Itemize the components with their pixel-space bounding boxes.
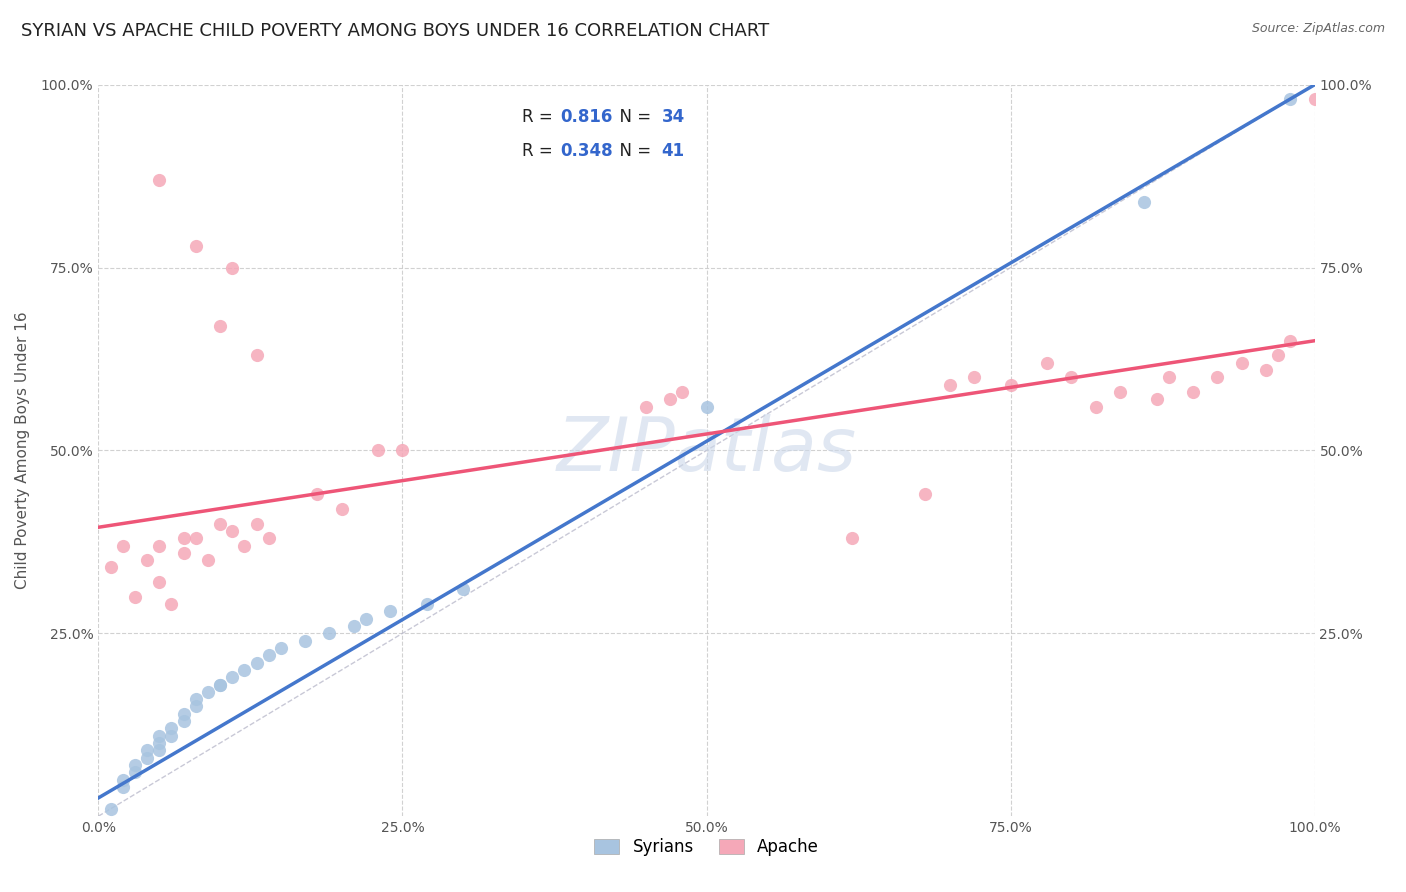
Point xyxy=(257,531,280,545)
Point xyxy=(209,319,232,334)
Point xyxy=(245,348,267,362)
Point xyxy=(124,758,146,772)
Point xyxy=(209,677,232,691)
Point xyxy=(1182,384,1205,399)
Point xyxy=(1036,356,1059,370)
Point xyxy=(245,656,267,670)
Point xyxy=(233,539,256,553)
Point xyxy=(380,604,402,618)
Point xyxy=(939,377,962,392)
Point xyxy=(148,743,170,757)
Point xyxy=(245,516,267,531)
Point xyxy=(453,582,475,597)
Point xyxy=(914,487,936,501)
Point xyxy=(1000,377,1022,392)
Text: Source: ZipAtlas.com: Source: ZipAtlas.com xyxy=(1251,22,1385,36)
Point xyxy=(124,590,146,604)
Point xyxy=(367,443,389,458)
Text: 0.348: 0.348 xyxy=(561,142,613,160)
Point xyxy=(671,384,693,399)
Point xyxy=(307,487,329,501)
Point xyxy=(184,531,207,545)
Point xyxy=(354,612,377,626)
Text: 41: 41 xyxy=(661,142,685,160)
Point xyxy=(160,729,183,743)
Point xyxy=(124,765,146,780)
Point xyxy=(184,692,207,706)
Point xyxy=(160,722,183,736)
Point xyxy=(173,714,195,728)
Point xyxy=(1146,392,1168,407)
Point xyxy=(343,619,366,633)
Y-axis label: Child Poverty Among Boys Under 16: Child Poverty Among Boys Under 16 xyxy=(15,311,30,590)
Point xyxy=(136,750,159,764)
Point xyxy=(221,524,243,538)
Point xyxy=(148,729,170,743)
Point xyxy=(209,516,232,531)
Point xyxy=(1206,370,1229,384)
Point xyxy=(841,531,863,545)
Point xyxy=(148,539,170,553)
Point xyxy=(1060,370,1083,384)
Text: N =: N = xyxy=(609,108,657,126)
Point xyxy=(1084,400,1107,414)
Text: SYRIAN VS APACHE CHILD POVERTY AMONG BOYS UNDER 16 CORRELATION CHART: SYRIAN VS APACHE CHILD POVERTY AMONG BOY… xyxy=(21,22,769,40)
Point xyxy=(294,633,316,648)
Legend: Syrians, Apache: Syrians, Apache xyxy=(588,831,825,863)
Text: R =: R = xyxy=(522,108,558,126)
Point xyxy=(1157,370,1180,384)
Point xyxy=(160,597,183,611)
Point xyxy=(391,443,413,458)
Point xyxy=(257,648,280,663)
Point xyxy=(1133,194,1156,209)
Point xyxy=(148,736,170,750)
Point xyxy=(173,531,195,545)
Point xyxy=(233,663,256,677)
Point xyxy=(318,626,340,640)
Point xyxy=(1267,348,1289,362)
Point xyxy=(209,677,232,691)
Point xyxy=(1254,363,1277,377)
Point xyxy=(100,802,122,816)
Point xyxy=(136,553,159,567)
Point xyxy=(1230,356,1253,370)
Point xyxy=(634,400,657,414)
Point xyxy=(111,772,134,787)
Point xyxy=(111,539,134,553)
Point xyxy=(136,743,159,757)
Point xyxy=(173,706,195,721)
Text: 0.816: 0.816 xyxy=(561,108,613,126)
Point xyxy=(148,575,170,590)
Point xyxy=(148,173,170,187)
Point xyxy=(221,670,243,684)
Point xyxy=(184,699,207,714)
Point xyxy=(1279,334,1302,348)
Point xyxy=(221,260,243,275)
Text: R =: R = xyxy=(522,142,558,160)
Point xyxy=(1109,384,1132,399)
Point xyxy=(173,546,195,560)
Point xyxy=(659,392,682,407)
Point xyxy=(330,502,353,516)
Point xyxy=(416,597,439,611)
Point xyxy=(197,553,219,567)
Text: N =: N = xyxy=(609,142,657,160)
Point xyxy=(111,780,134,794)
Point xyxy=(1303,92,1326,106)
Point xyxy=(696,400,718,414)
Point xyxy=(184,238,207,252)
Text: ZIPatlas: ZIPatlas xyxy=(557,415,856,486)
Point xyxy=(197,685,219,699)
Point xyxy=(270,640,292,655)
Point xyxy=(1279,92,1302,106)
Point xyxy=(963,370,986,384)
Point xyxy=(100,560,122,574)
Text: 34: 34 xyxy=(661,108,685,126)
